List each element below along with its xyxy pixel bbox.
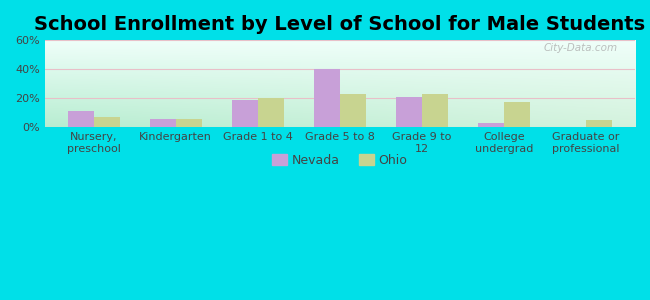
Bar bbox=[94, 117, 120, 127]
Bar bbox=[422, 94, 448, 127]
Bar bbox=[68, 111, 94, 127]
Bar bbox=[176, 118, 202, 127]
Bar bbox=[478, 123, 504, 127]
Title: School Enrollment by Level of School for Male Students: School Enrollment by Level of School for… bbox=[34, 15, 645, 34]
Bar bbox=[231, 100, 258, 127]
Bar bbox=[586, 120, 612, 127]
Bar bbox=[258, 98, 284, 127]
Bar bbox=[340, 94, 366, 127]
Text: City-Data.com: City-Data.com bbox=[543, 43, 618, 53]
Bar bbox=[150, 118, 176, 127]
Bar bbox=[396, 97, 422, 127]
Legend: Nevada, Ohio: Nevada, Ohio bbox=[267, 149, 413, 172]
Bar bbox=[313, 69, 340, 127]
Bar bbox=[504, 103, 530, 127]
